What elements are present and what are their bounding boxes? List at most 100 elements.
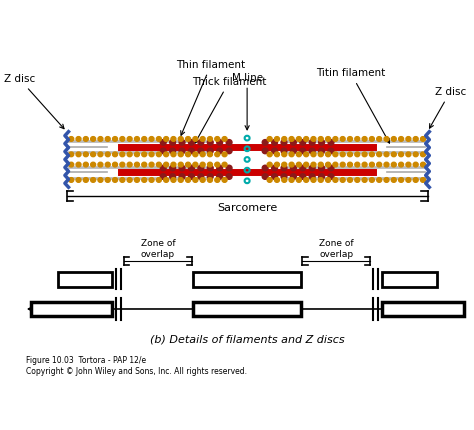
Circle shape	[179, 148, 185, 154]
Circle shape	[311, 178, 316, 182]
Bar	[383, 301, 464, 316]
Circle shape	[179, 174, 185, 179]
Circle shape	[164, 152, 169, 157]
Circle shape	[112, 137, 118, 141]
Circle shape	[326, 178, 330, 182]
Circle shape	[406, 178, 411, 182]
Circle shape	[98, 178, 103, 182]
Circle shape	[76, 137, 81, 141]
Circle shape	[193, 137, 198, 141]
Circle shape	[178, 162, 183, 167]
Circle shape	[377, 137, 382, 141]
Circle shape	[333, 178, 338, 182]
Circle shape	[76, 162, 81, 167]
Circle shape	[289, 178, 294, 182]
Circle shape	[189, 174, 194, 179]
Circle shape	[207, 174, 213, 179]
Circle shape	[262, 140, 268, 145]
Circle shape	[156, 178, 161, 182]
Circle shape	[304, 162, 309, 167]
Circle shape	[319, 178, 323, 182]
Circle shape	[272, 174, 277, 179]
Circle shape	[281, 148, 287, 154]
Circle shape	[340, 178, 345, 182]
Circle shape	[347, 152, 353, 157]
Circle shape	[328, 165, 334, 171]
Circle shape	[135, 178, 139, 182]
Circle shape	[319, 137, 323, 141]
Circle shape	[362, 162, 367, 167]
Circle shape	[326, 162, 330, 167]
Circle shape	[127, 178, 132, 182]
Circle shape	[98, 162, 103, 167]
Circle shape	[226, 148, 232, 154]
Circle shape	[319, 140, 325, 145]
Circle shape	[267, 162, 272, 167]
Circle shape	[217, 174, 223, 179]
Text: Z disc: Z disc	[4, 74, 64, 129]
Circle shape	[282, 162, 287, 167]
Circle shape	[179, 140, 185, 145]
Circle shape	[296, 162, 301, 167]
Circle shape	[420, 178, 426, 182]
Circle shape	[156, 152, 161, 157]
Circle shape	[217, 140, 223, 145]
Circle shape	[333, 162, 338, 167]
Circle shape	[178, 137, 183, 141]
Circle shape	[160, 140, 166, 145]
Circle shape	[326, 152, 330, 157]
Circle shape	[296, 152, 301, 157]
Circle shape	[272, 165, 277, 171]
Circle shape	[399, 152, 403, 157]
Circle shape	[347, 162, 353, 167]
Circle shape	[222, 178, 227, 182]
Text: Sarcomere: Sarcomere	[217, 203, 277, 213]
Circle shape	[215, 152, 220, 157]
Circle shape	[267, 178, 272, 182]
Circle shape	[319, 174, 325, 179]
Circle shape	[69, 162, 74, 167]
Circle shape	[311, 152, 316, 157]
Circle shape	[208, 137, 212, 141]
Circle shape	[392, 137, 396, 141]
Circle shape	[267, 152, 272, 157]
Circle shape	[179, 165, 185, 171]
Circle shape	[207, 140, 213, 145]
Circle shape	[274, 152, 280, 157]
Circle shape	[340, 162, 345, 167]
Circle shape	[215, 162, 220, 167]
Circle shape	[333, 152, 338, 157]
Circle shape	[217, 165, 223, 171]
Circle shape	[282, 137, 287, 141]
Circle shape	[291, 140, 296, 145]
Circle shape	[198, 148, 204, 154]
Circle shape	[384, 152, 389, 157]
Circle shape	[215, 137, 220, 141]
Circle shape	[178, 152, 183, 157]
Circle shape	[369, 178, 374, 182]
Circle shape	[170, 148, 175, 154]
Circle shape	[149, 137, 154, 141]
Circle shape	[135, 162, 139, 167]
Circle shape	[178, 178, 183, 182]
Circle shape	[215, 178, 220, 182]
Circle shape	[69, 178, 74, 182]
Circle shape	[91, 178, 96, 182]
Circle shape	[355, 152, 360, 157]
Circle shape	[413, 137, 418, 141]
Circle shape	[142, 137, 147, 141]
Text: (b) Details of filaments and Z discs: (b) Details of filaments and Z discs	[150, 335, 345, 344]
Circle shape	[319, 165, 325, 171]
Circle shape	[186, 152, 191, 157]
Text: Figure 10.03  Tortora - PAP 12/e: Figure 10.03 Tortora - PAP 12/e	[26, 356, 146, 365]
Text: Zone of
overlap: Zone of overlap	[319, 240, 354, 259]
Circle shape	[355, 162, 360, 167]
Circle shape	[135, 152, 139, 157]
Circle shape	[83, 162, 88, 167]
Circle shape	[289, 162, 294, 167]
Circle shape	[207, 165, 213, 171]
Circle shape	[186, 178, 191, 182]
Circle shape	[142, 178, 147, 182]
Circle shape	[120, 178, 125, 182]
Circle shape	[222, 162, 227, 167]
